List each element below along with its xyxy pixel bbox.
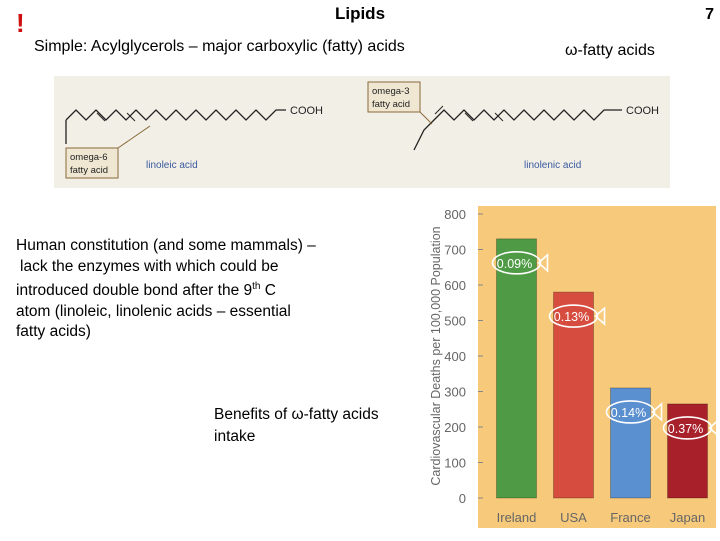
bar-data-label: 0.37% [668, 422, 703, 436]
omega6-tag [65, 147, 119, 179]
alert-mark: ! [16, 8, 25, 38]
x-category-label: Japan [670, 510, 705, 525]
bar-data-label: 0.13% [554, 310, 589, 324]
linoleic-double-bond-2 [126, 112, 136, 122]
cardiovascular-deaths-chart: 0 100 200 300 400 500 600 700 800 Cardiovascular … [418, 206, 720, 541]
fish-tail-icon [537, 253, 549, 273]
omega-fatty-acids-heading: ω-fatty acids [565, 42, 655, 59]
y-tick-label: 200 [444, 420, 466, 435]
fish-tail-icon [594, 306, 606, 326]
benefits-line: Benefits of ω-fatty acids [214, 406, 379, 423]
fish-badge-icon [491, 251, 542, 275]
body-line: introduced double bond after the 9th C [16, 277, 366, 302]
y-tick-label: 700 [444, 243, 466, 258]
bar-data-label: 0.09% [497, 257, 532, 271]
x-category-label: Ireland [497, 510, 537, 525]
linoleic-cooh: COOH [290, 105, 323, 117]
omega6-tag-line1: omega-6 [70, 152, 108, 163]
benefits-text: Benefits of ω-fatty acids intake [214, 404, 414, 448]
fish-tail-icon [651, 402, 663, 422]
body-line-end: C [260, 282, 276, 300]
linoleic-double-bond-1 [96, 112, 106, 122]
body-text: Human constitution (and some mammals) – … [16, 236, 366, 343]
bar-data-label: 0.14% [611, 406, 646, 420]
bar-ireland [496, 238, 537, 499]
chart-svg: 0 100 200 300 400 500 600 700 800Cardiovascular … [429, 206, 720, 528]
omega3-tag [367, 81, 421, 113]
linolenic-double-bond-1 [434, 105, 444, 115]
fish-badge-icon [662, 416, 713, 440]
linolenic-acid-label: linolenic acid [524, 160, 581, 171]
fish-badge-icon [605, 400, 656, 424]
y-tick-label: 600 [444, 278, 466, 293]
linolenic-chain [413, 109, 622, 151]
y-tick-label: 500 [444, 314, 466, 329]
omega6-tag-line2: fatty acid [70, 165, 108, 176]
linolenic-double-bond-3 [494, 112, 504, 122]
linolenic-cooh: COOH [626, 105, 659, 117]
omega3-tag-line1: omega-3 [372, 86, 410, 97]
linoleic-acid-label: linoleic acid [146, 160, 198, 171]
y-axis-label: Cardiovascular Deaths per 100,000 Popula… [429, 226, 443, 485]
bar-france [610, 387, 651, 499]
omega6-pointer [117, 125, 151, 149]
benefits-line: intake [214, 428, 256, 445]
body-line: fatty acids) [16, 323, 91, 341]
structures-svg: COOH omega-6 fatty acid linoleic acid CO… [65, 81, 659, 179]
body-line: lack the enzymes with which could be [20, 257, 279, 275]
linoleic-chain [65, 109, 286, 121]
y-tick-label: 0 [459, 491, 466, 506]
omega3-pointer [419, 111, 433, 125]
body-line: atom (linoleic, linolenic acids – essent… [16, 302, 291, 320]
fish-badge-icon [548, 304, 599, 328]
slide-title: Lipids [334, 4, 386, 23]
body-line: Human constitution (and some mammals) – [16, 237, 316, 254]
y-tick-label: 300 [444, 385, 466, 400]
y-tick-label: 400 [444, 349, 466, 364]
body-line-text: introduced double bond after the 9 [16, 282, 253, 300]
page-number: 7 [705, 6, 714, 23]
x-category-label: France [610, 510, 650, 525]
x-category-label: USA [560, 510, 587, 525]
slide-subtitle: Simple: Acylglycerols – major carboxylic… [34, 38, 405, 55]
superscript-th: th [252, 281, 261, 292]
omega3-tag-line2: fatty acid [372, 99, 410, 110]
bar-japan [667, 403, 708, 499]
linolenic-double-bond-2 [464, 112, 474, 122]
fatty-acid-structures-figure: COOH omega-6 fatty acid linoleic acid CO… [54, 76, 670, 188]
y-tick-label: 800 [444, 207, 466, 222]
y-tick-label: 100 [444, 456, 466, 471]
